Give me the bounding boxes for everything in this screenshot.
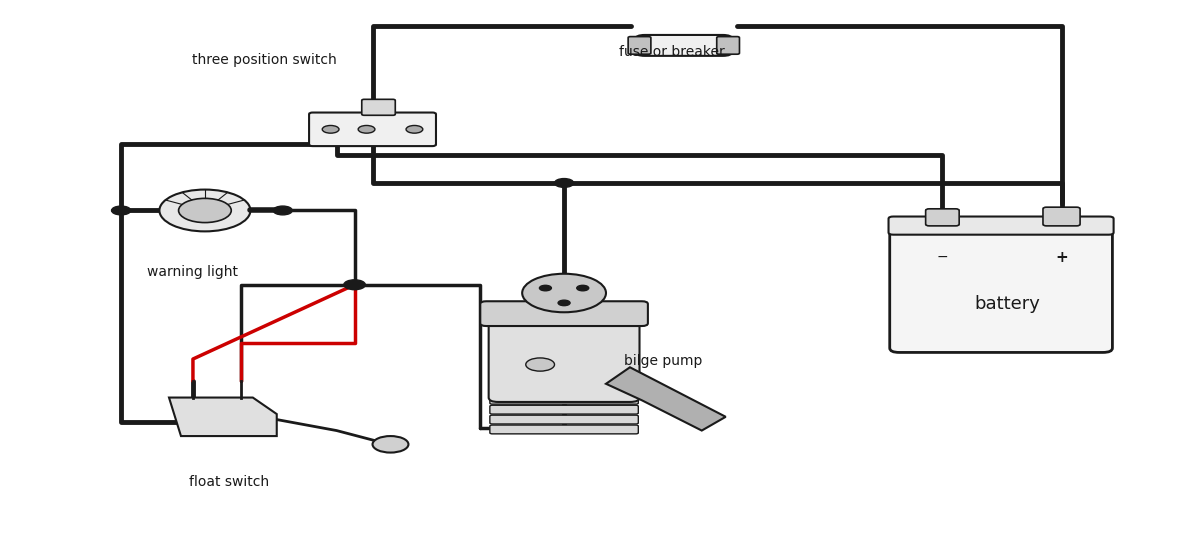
Circle shape xyxy=(577,285,589,291)
FancyBboxPatch shape xyxy=(635,35,732,56)
Text: battery: battery xyxy=(974,295,1040,313)
FancyBboxPatch shape xyxy=(490,395,638,404)
Circle shape xyxy=(112,206,131,215)
Text: float switch: float switch xyxy=(188,474,269,489)
FancyBboxPatch shape xyxy=(1043,207,1080,226)
Circle shape xyxy=(358,126,374,133)
FancyBboxPatch shape xyxy=(488,305,640,402)
FancyBboxPatch shape xyxy=(310,112,436,146)
Circle shape xyxy=(323,126,340,133)
Text: −: − xyxy=(936,251,948,264)
Text: warning light: warning light xyxy=(148,265,239,279)
FancyBboxPatch shape xyxy=(716,36,739,54)
Text: bilge pump: bilge pump xyxy=(624,353,702,368)
Circle shape xyxy=(526,358,554,371)
FancyBboxPatch shape xyxy=(361,100,395,115)
Circle shape xyxy=(160,190,251,231)
FancyBboxPatch shape xyxy=(490,415,638,424)
Circle shape xyxy=(406,126,422,133)
FancyBboxPatch shape xyxy=(889,222,1112,352)
FancyBboxPatch shape xyxy=(628,36,650,54)
FancyBboxPatch shape xyxy=(490,405,638,414)
Polygon shape xyxy=(169,398,277,436)
Text: three position switch: three position switch xyxy=(192,54,337,67)
Circle shape xyxy=(540,285,552,291)
FancyBboxPatch shape xyxy=(888,217,1114,234)
FancyBboxPatch shape xyxy=(490,425,638,434)
Circle shape xyxy=(274,206,293,215)
Circle shape xyxy=(558,300,570,306)
FancyBboxPatch shape xyxy=(925,209,959,226)
Text: +: + xyxy=(1056,250,1068,265)
Circle shape xyxy=(343,280,365,290)
Circle shape xyxy=(522,274,606,312)
Circle shape xyxy=(372,436,408,452)
Polygon shape xyxy=(606,367,726,431)
Text: fuse or breaker: fuse or breaker xyxy=(619,45,725,59)
FancyBboxPatch shape xyxy=(480,301,648,326)
Circle shape xyxy=(554,179,574,187)
Circle shape xyxy=(179,199,232,222)
